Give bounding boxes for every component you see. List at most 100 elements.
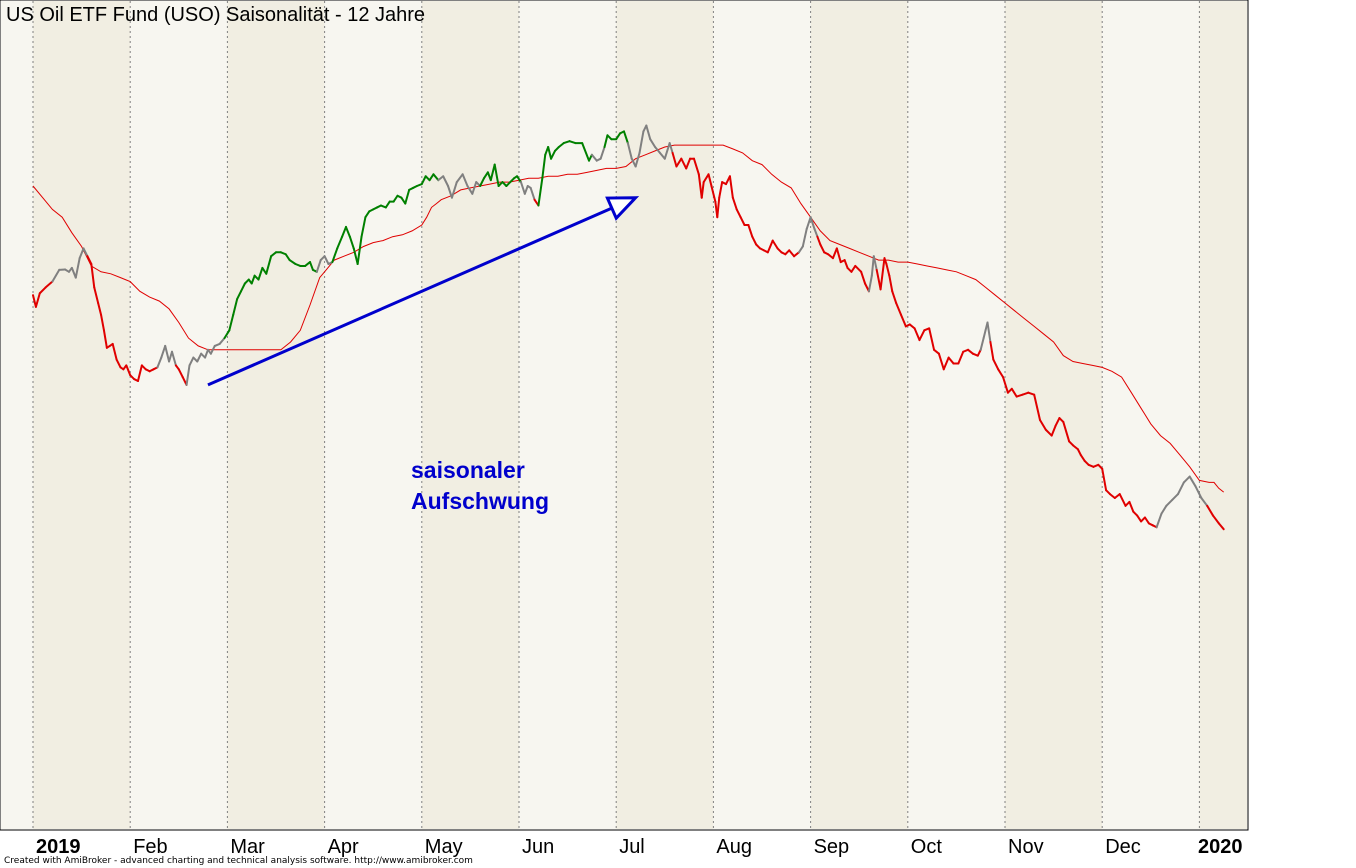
chart-title: US Oil ETF Fund (USO) Saisonalität - 12 …: [6, 4, 425, 26]
seasonal-segment: [428, 173, 435, 182]
seasonal-segment: [442, 175, 450, 187]
seasonal-segment: [888, 274, 894, 293]
seasonal-segment: [529, 186, 536, 201]
seasonal-segment: [288, 259, 297, 265]
seasonal-segment: [568, 140, 577, 145]
seasonal-segment: [1128, 500, 1135, 513]
seasonal-segment: [111, 342, 118, 361]
seasonal-segment: [947, 356, 955, 365]
seasonal-segment: [891, 290, 898, 304]
seasonal-segment: [90, 263, 96, 289]
seasonal-segment: [819, 243, 826, 254]
seasonal-segment: [100, 313, 105, 332]
seasonal-segment: [455, 173, 464, 184]
seasonal-segment: [188, 356, 195, 367]
seasonal-segment: [204, 348, 209, 359]
month-band: [227, 1, 325, 829]
seasonal-segment: [364, 210, 371, 219]
seasonal-segment: [523, 185, 529, 195]
month-band: [907, 1, 1005, 829]
seasonal-segment: [516, 175, 522, 184]
seasonal-segment: [97, 302, 103, 316]
month-band-lead: [1, 1, 33, 829]
seasonal-segment: [541, 153, 547, 180]
seasonal-segment: [805, 216, 812, 230]
month-band: [33, 1, 131, 829]
seasonal-segment: [967, 348, 974, 355]
seasonal-segment: [309, 261, 314, 271]
seasonal-segment: [170, 350, 177, 367]
month-gridlines: [32, 1, 1200, 829]
seasonal-segment: [626, 142, 633, 160]
x-tick-label: Sep: [814, 836, 850, 858]
seasonal-segment: [638, 130, 645, 154]
seasonal-segment: [125, 364, 132, 377]
trend-arrow: [207, 196, 640, 387]
seasonal-segment: [250, 274, 256, 285]
seasonal-segment: [461, 173, 469, 187]
seasonal-segment: [615, 132, 622, 141]
seasonal-segment: [1033, 393, 1041, 421]
seasonal-segment: [700, 181, 705, 199]
seasonal-segment: [547, 146, 553, 160]
month-band: [324, 1, 422, 829]
seasonal-segment: [356, 235, 363, 265]
month-band: [1005, 1, 1103, 829]
x-tick-label: Aug: [716, 836, 752, 858]
seasonal-segment: [550, 149, 556, 160]
seasonal-segment: [710, 185, 717, 203]
seasonal-segment: [771, 239, 779, 250]
seasonal-segment: [581, 142, 590, 162]
seasonal-segment: [801, 227, 808, 248]
seasonal-segment: [1206, 504, 1215, 517]
seasonal-segment: [797, 245, 804, 254]
seasonal-segment: [599, 146, 606, 160]
seasonal-segment: [1113, 493, 1121, 499]
seasonal-segment: [645, 124, 652, 141]
seasonal-segment: [997, 368, 1005, 379]
seasonal-segment: [680, 157, 688, 170]
seasonal-segment: [885, 263, 891, 277]
seasonal-segment: [493, 163, 500, 187]
month-band: [616, 1, 714, 829]
seasonal-segment: [466, 185, 474, 195]
seasonal-segment: [479, 177, 486, 187]
seasonal-segment: [32, 294, 37, 308]
seasonal-segment: [622, 130, 629, 145]
seasonal-segment: [164, 344, 171, 363]
seasonal-segment: [384, 200, 391, 209]
month-band: [1199, 1, 1247, 829]
seasonal-segment: [209, 344, 216, 355]
seasonal-segment: [450, 181, 458, 199]
seasonal-segment: [788, 249, 796, 258]
month-band: [519, 1, 617, 829]
seasonal-segment: [1021, 391, 1030, 396]
seasonal-segment: [976, 348, 982, 357]
x-tick-label: Apr: [328, 836, 359, 858]
seasonal-segment: [942, 356, 950, 371]
seasonal-segment: [1160, 504, 1168, 515]
seasonal-segment: [867, 274, 873, 293]
seasonal-segment: [989, 341, 995, 361]
seasonal-segment: [1136, 514, 1143, 523]
seasonal-segment: [702, 173, 710, 184]
seasonal-segment: [928, 327, 936, 351]
seasonal-segment: [850, 264, 857, 273]
seasonal-segment: [1200, 497, 1209, 507]
seasonal-segment: [1188, 475, 1197, 488]
seasonal-segment: [38, 286, 47, 295]
seasonal-segment: [236, 290, 243, 301]
seasonal-segment: [1015, 393, 1024, 398]
seasonal-segment: [196, 352, 203, 363]
month-band: [421, 1, 519, 829]
seasonal-segment: [685, 157, 692, 170]
seasonal-segment: [240, 282, 246, 293]
x-tick-label: Oct: [911, 836, 943, 858]
seasonal-segment: [1050, 424, 1057, 437]
seasonal-segment: [265, 255, 273, 275]
seasonal-segment: [1027, 391, 1036, 396]
seasonal-segment: [344, 225, 351, 238]
seasonal-segment: [1010, 387, 1018, 398]
seasonal-segment: [185, 364, 191, 386]
seasonal-segment: [336, 235, 344, 250]
